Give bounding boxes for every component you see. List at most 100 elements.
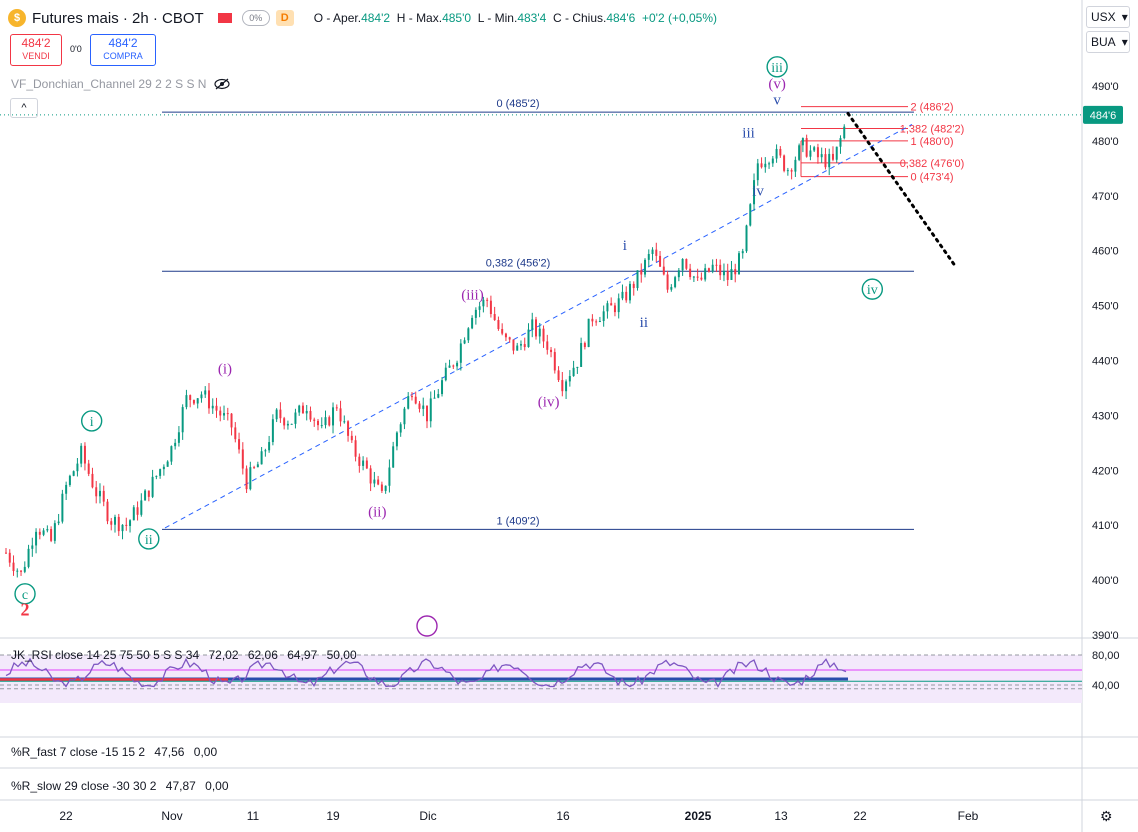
rslow-value-1: 47,87 xyxy=(165,779,196,793)
time-tick-label: 16 xyxy=(556,809,570,823)
candle-body xyxy=(301,405,304,414)
unit-select[interactable]: BUA ▾ xyxy=(1086,31,1130,53)
gear-icon[interactable]: ⚙ xyxy=(1100,808,1113,824)
currency-select[interactable]: USX ▾ xyxy=(1086,6,1130,28)
fib-level-label: 0 (485'2) xyxy=(496,98,539,110)
candle-body xyxy=(166,461,169,467)
fib-level-label: 1 (409'2) xyxy=(496,515,539,527)
buy-button[interactable]: 484'2 COMPRA xyxy=(90,34,156,66)
candle-body xyxy=(486,299,489,301)
candle-body xyxy=(61,493,64,522)
candle-body xyxy=(95,487,98,497)
rfast-value-2: 0,00 xyxy=(193,745,218,759)
rsi-legend[interactable]: JK_RSI close 14 25 75 50 5 S S 34 72,02 … xyxy=(11,648,357,662)
candle-body xyxy=(20,570,23,572)
candle-body xyxy=(497,320,500,329)
wave-label: 2 xyxy=(21,599,30,619)
candle-body xyxy=(65,484,68,494)
candle-body xyxy=(478,306,481,310)
candle-body xyxy=(362,460,365,466)
price-tick-label: 410'0 xyxy=(1092,520,1119,532)
candle-body xyxy=(8,552,11,563)
candle-body xyxy=(737,253,740,275)
last-price-tag xyxy=(1083,105,1123,124)
rsi-label: JK_RSI close 14 25 75 50 5 S S 34 xyxy=(11,648,200,662)
candle-body xyxy=(753,180,756,205)
candle-body xyxy=(666,274,669,290)
chart-header: $ Futures mais · 2h · CBOT 0% D O - Aper… xyxy=(8,6,717,30)
time-tick-label: 19 xyxy=(326,809,340,823)
wave-label: c xyxy=(22,588,28,603)
candle-body xyxy=(768,163,771,165)
candle-body xyxy=(328,417,331,426)
candle-body xyxy=(704,268,707,280)
candle-body xyxy=(414,396,417,404)
wave-circle xyxy=(766,56,788,78)
candle-body xyxy=(696,276,699,278)
candle-body xyxy=(68,475,71,485)
indicator-legend[interactable]: VF_Donchian_Channel 29 2 2 S S N xyxy=(11,77,231,91)
candle-body xyxy=(316,420,319,426)
candle-body xyxy=(339,408,342,422)
candle-body xyxy=(651,249,654,254)
sell-label: VENDI xyxy=(22,51,50,61)
open-value: 484'2 xyxy=(361,11,391,25)
candle-body xyxy=(519,344,522,346)
candle-body xyxy=(587,318,590,348)
candle-body xyxy=(125,524,128,526)
candle-body xyxy=(553,352,556,371)
rslow-legend[interactable]: %R_slow 29 close -30 30 2 47,87 0,00 xyxy=(11,779,229,793)
candle-body xyxy=(681,259,684,271)
candle-body xyxy=(46,529,49,531)
candle-body xyxy=(42,530,45,535)
data-badge[interactable]: D xyxy=(275,10,294,26)
candle-body xyxy=(764,163,767,168)
candle-body xyxy=(309,410,312,420)
candle-body xyxy=(775,148,778,159)
candle-body xyxy=(426,405,428,422)
candle-body xyxy=(689,268,692,278)
candle-body xyxy=(219,410,222,416)
candle-body xyxy=(508,337,511,340)
flag-icon[interactable] xyxy=(217,13,232,23)
candle-body xyxy=(80,445,83,464)
candle-body xyxy=(23,566,26,572)
candle-body xyxy=(452,365,455,367)
time-tick-label: 22 xyxy=(59,809,73,823)
candle-body xyxy=(538,328,541,337)
candle-body xyxy=(546,341,549,350)
change-value: +0'2 (+0,05%) xyxy=(642,11,718,25)
candle-body xyxy=(286,423,289,426)
candle-body xyxy=(132,507,135,521)
wave-label: (i) xyxy=(218,362,232,378)
candle-body xyxy=(598,320,601,322)
candle-body xyxy=(177,432,180,443)
candle-body xyxy=(324,417,327,426)
candle-body xyxy=(140,500,143,515)
open-label: O - Aper. xyxy=(313,11,362,25)
sell-button[interactable]: 484'2 VENDI xyxy=(10,34,62,66)
eye-off-icon[interactable] xyxy=(214,78,231,90)
wave-label: ii xyxy=(145,533,153,548)
candle-body xyxy=(625,291,628,301)
collapse-legend-button[interactable]: ^ xyxy=(10,98,38,118)
candle-body xyxy=(369,468,372,484)
candle-body xyxy=(805,138,808,157)
candle-body xyxy=(741,251,744,254)
candle-body xyxy=(31,545,34,549)
candle-body xyxy=(542,328,545,342)
symbol-title[interactable]: Futures mais · 2h · CBOT xyxy=(32,9,204,27)
candle-body xyxy=(632,283,635,289)
high-label: H - Max. xyxy=(396,11,443,25)
price-tick-label: 490'0 xyxy=(1092,81,1119,93)
candle-body xyxy=(305,410,308,414)
rfast-legend[interactable]: %R_fast 7 close -15 15 2 47,56 0,00 xyxy=(11,745,217,759)
candle-body xyxy=(828,153,831,168)
candle-body xyxy=(557,370,560,381)
candle-body xyxy=(279,409,282,419)
candle-body xyxy=(771,158,774,164)
wave-circle xyxy=(80,410,103,432)
candle-body xyxy=(568,376,571,382)
percent-pill[interactable]: 0% xyxy=(241,10,270,26)
